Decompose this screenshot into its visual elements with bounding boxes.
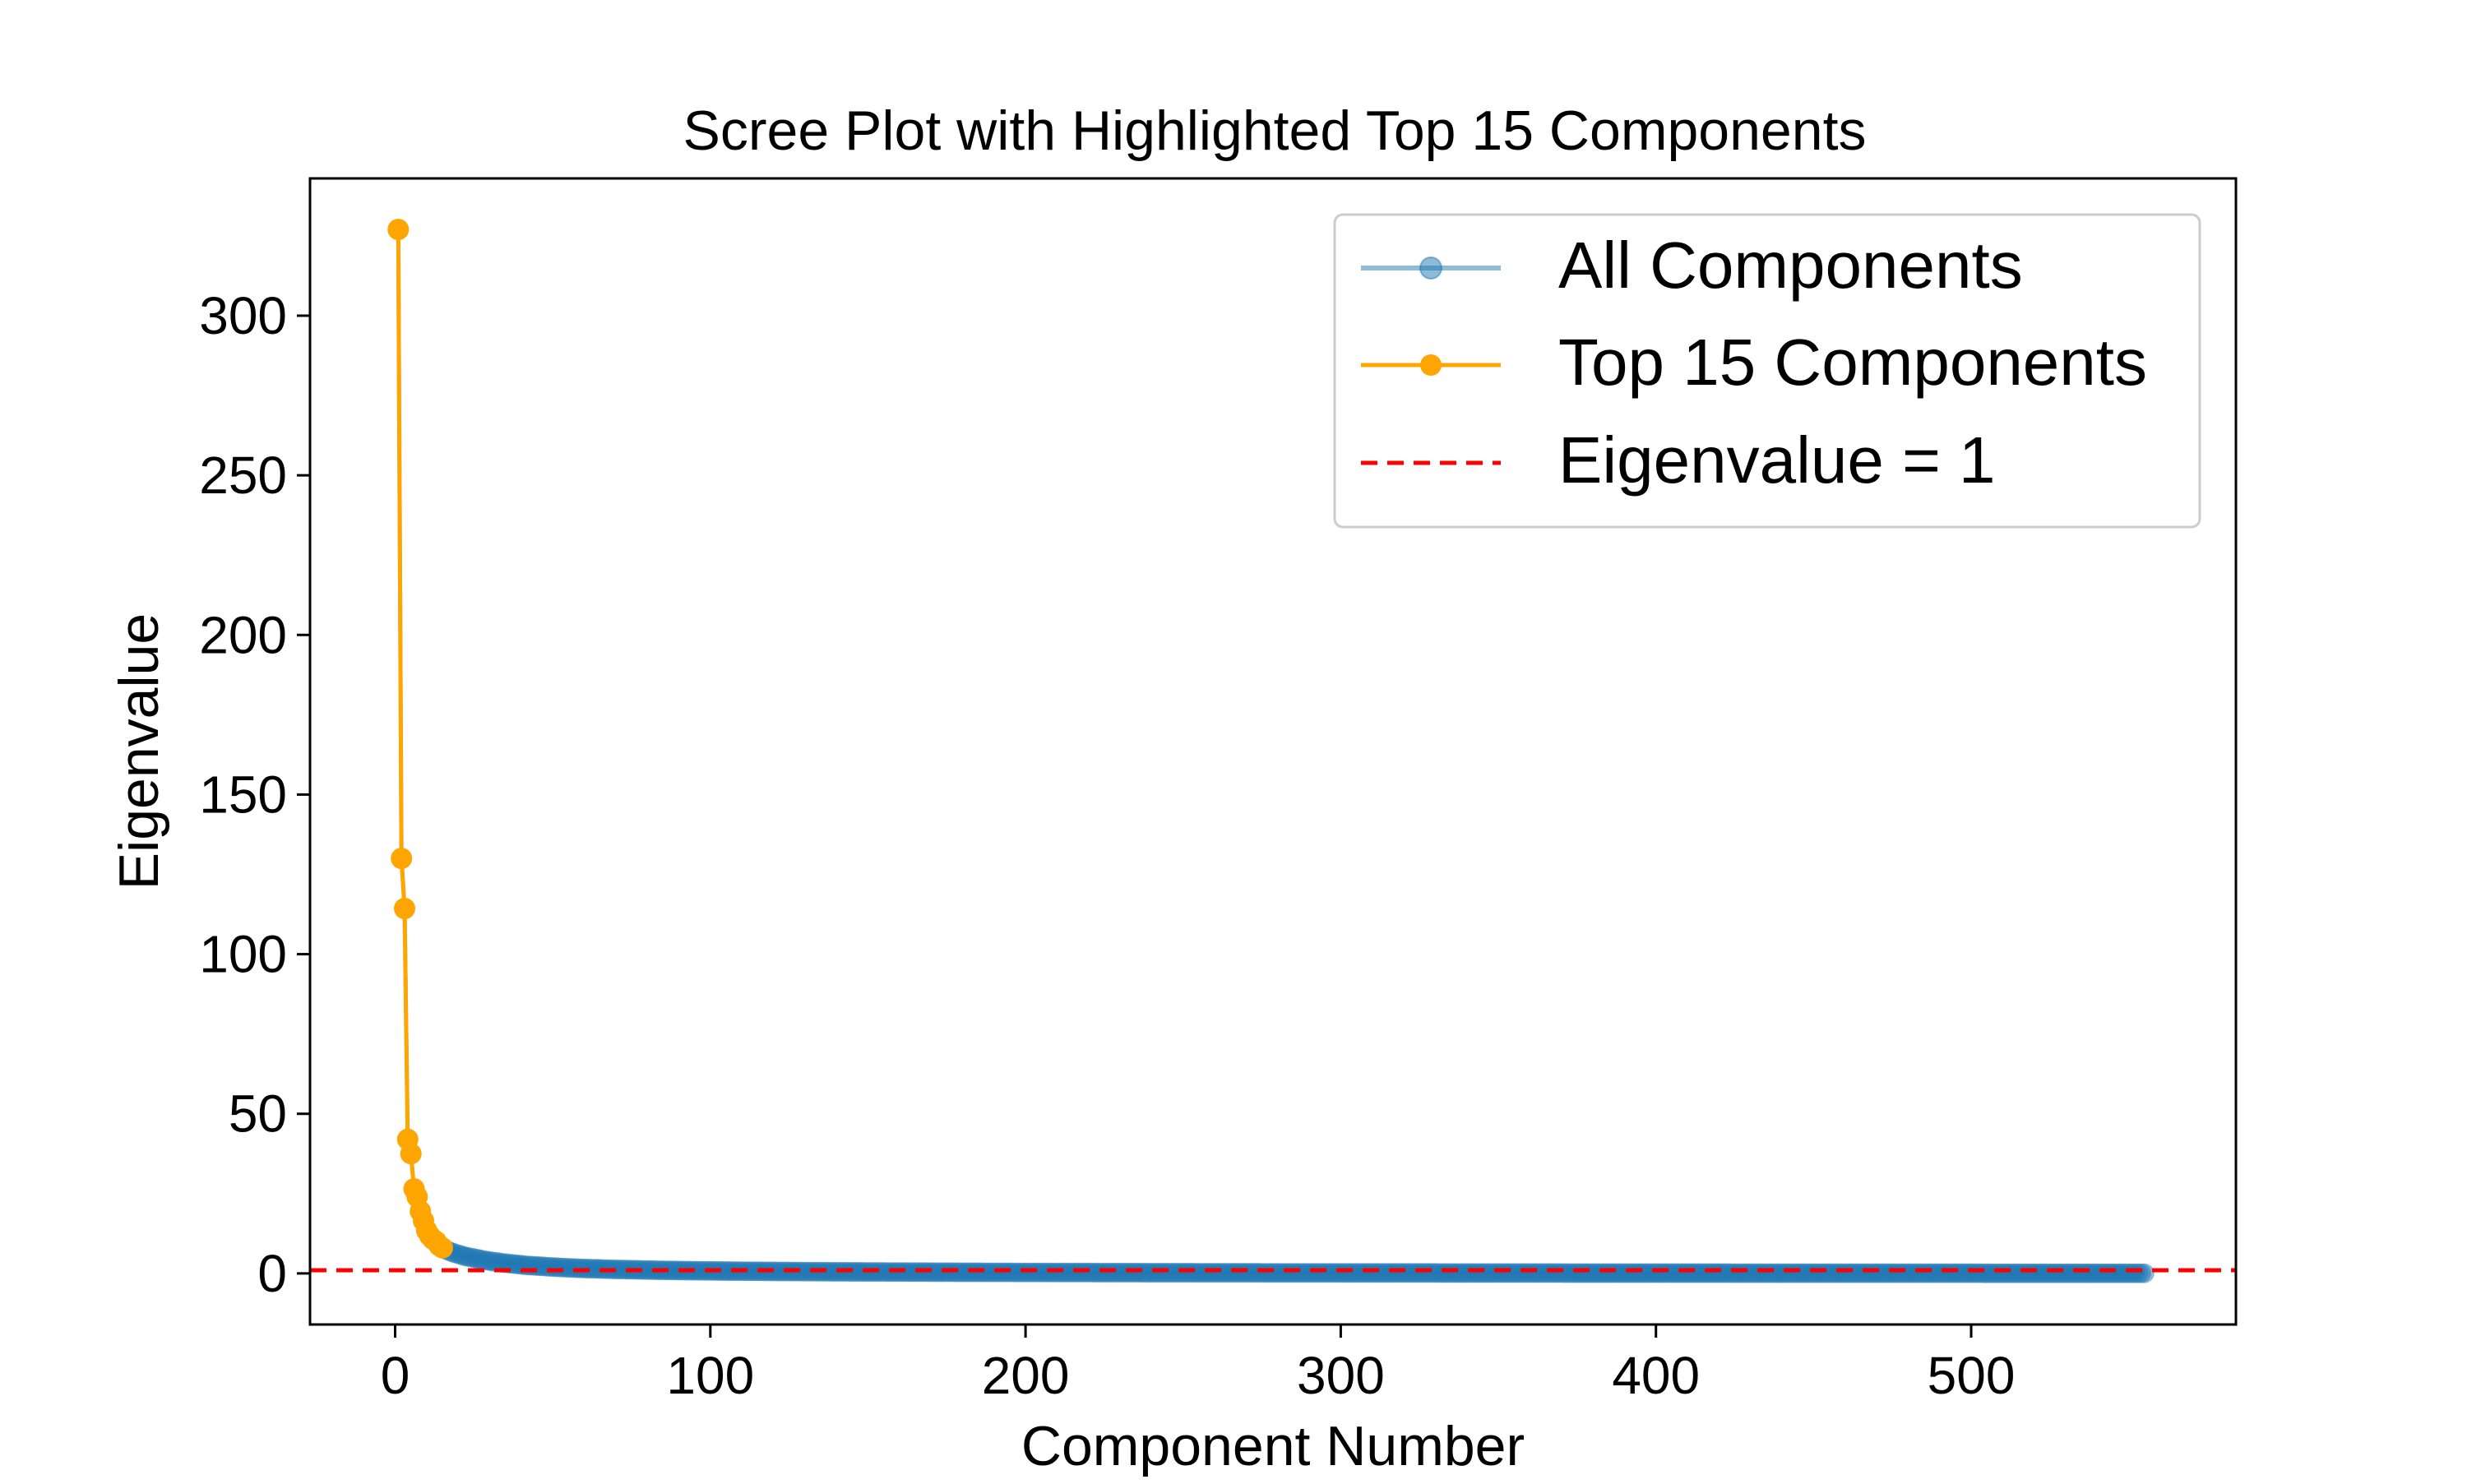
legend-entry-top-15: Top 15 Components [1361, 326, 2147, 399]
y-tick-label: 0 [257, 1244, 287, 1303]
point-top-15-components [394, 898, 415, 919]
point-top-15-components [432, 1237, 453, 1259]
legend-marker-all-components [1419, 257, 1442, 280]
legend-label-eigenvalue-1: Eigenvalue = 1 [1558, 423, 1996, 497]
y-tick-label: 250 [199, 446, 287, 505]
x-tick-label: 400 [1612, 1346, 1700, 1405]
point-top-15-components [391, 848, 413, 870]
legend-entry-eigenvalue-1: Eigenvalue = 1 [1361, 423, 1996, 497]
x-tick-label: 300 [1297, 1346, 1385, 1405]
legend-marker-top-15 [1420, 354, 1442, 376]
x-tick-label: 200 [982, 1346, 1070, 1405]
x-tick-label: 100 [666, 1346, 754, 1405]
chart-title: Scree Plot with Highlighted Top 15 Compo… [683, 99, 1867, 162]
x-tick-label: 500 [1928, 1346, 2016, 1405]
point-all-components [2134, 1263, 2155, 1283]
series-top-15-components [387, 219, 453, 1259]
legend-label-top-15: Top 15 Components [1558, 326, 2147, 399]
y-axis: 0 50 100 150 200 250 300 [199, 286, 310, 1303]
point-top-15-components [387, 219, 410, 241]
legend-entry-all-components: All Components [1361, 229, 2023, 302]
x-axis-label: Component Number [1021, 1415, 1525, 1477]
x-axis: 0 100 200 300 400 500 [381, 1325, 2016, 1405]
x-tick-label: 0 [381, 1346, 410, 1405]
y-tick-label: 100 [199, 925, 287, 984]
y-tick-label: 300 [199, 286, 287, 345]
legend: All Components Top 15 Components Eigenva… [1333, 213, 2201, 529]
y-tick-label: 200 [199, 605, 287, 664]
y-tick-label: 150 [199, 765, 287, 824]
point-top-15-components [400, 1143, 422, 1165]
plot-area [310, 219, 2236, 1283]
y-axis-label: Eigenvalue [108, 613, 170, 890]
plot-frame [308, 177, 2238, 1326]
legend-label-all-components: All Components [1558, 229, 2023, 302]
y-tick-label: 50 [229, 1084, 287, 1144]
legend-box [1333, 213, 2201, 529]
